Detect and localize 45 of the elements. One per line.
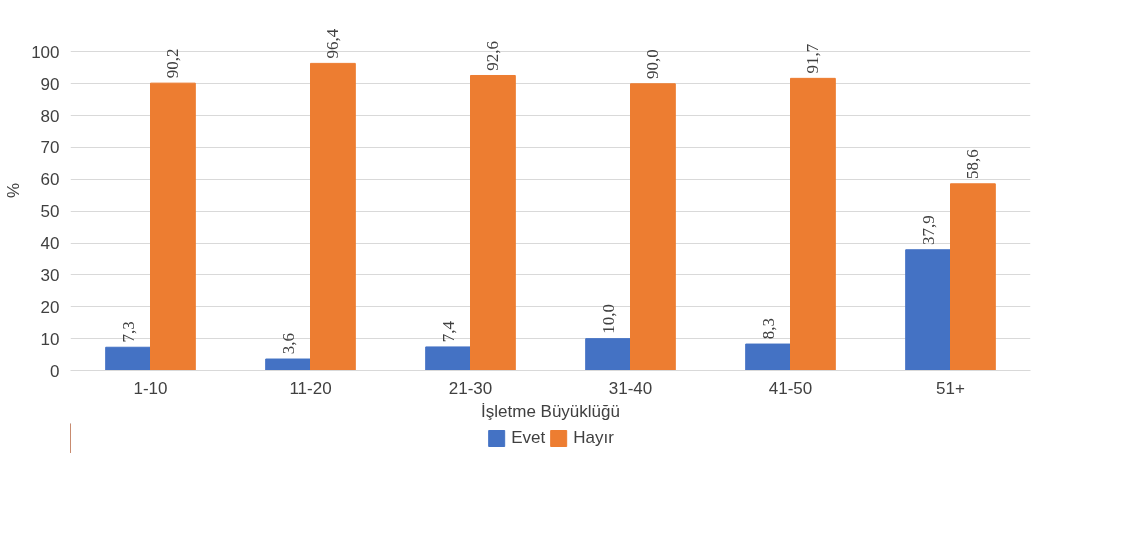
y-tick-label: 80 xyxy=(40,106,60,126)
data-label: 7,3 xyxy=(118,321,138,343)
bar xyxy=(470,74,516,371)
bar xyxy=(950,183,996,371)
data-label: 3,6 xyxy=(278,333,298,355)
y-tick-label: 60 xyxy=(40,170,60,190)
data-label: 90,2 xyxy=(163,48,183,79)
x-axis-title: İşletme Büyüklüğü xyxy=(481,401,620,421)
y-tick-label: 40 xyxy=(40,234,60,254)
x-tick-label: 11-20 xyxy=(289,378,332,398)
bar xyxy=(745,343,791,371)
bar xyxy=(265,358,311,371)
data-label: 91,7 xyxy=(803,43,823,74)
x-tick-label: 51+ xyxy=(936,378,965,398)
legend-label: Hayır xyxy=(573,428,614,448)
bar xyxy=(105,346,151,371)
bar xyxy=(585,338,631,371)
x-tick-label: 1-10 xyxy=(133,378,168,398)
data-label: 58,6 xyxy=(963,149,983,180)
data-label: 10,0 xyxy=(598,304,618,334)
x-tick-label: 41-50 xyxy=(768,378,813,398)
bar xyxy=(905,249,951,371)
legend-label: Evet xyxy=(511,428,546,448)
y-tick-label: 10 xyxy=(40,329,60,349)
y-tick-label: 30 xyxy=(40,265,60,285)
bar xyxy=(425,346,471,371)
y-tick-label: 70 xyxy=(40,138,60,158)
y-tick-label: 90 xyxy=(40,74,60,94)
data-label: 92,6 xyxy=(483,40,503,71)
x-tick-label: 31-40 xyxy=(608,378,653,398)
x-tick-label: 21-30 xyxy=(448,378,493,398)
data-label: 7,4 xyxy=(438,320,458,343)
bar xyxy=(630,83,676,371)
y-axis-title: % xyxy=(4,182,24,199)
bar xyxy=(150,82,196,371)
y-tick-label: 20 xyxy=(40,297,60,317)
y-tick-label: 50 xyxy=(40,202,60,222)
data-label: 8,3 xyxy=(758,318,778,340)
data-label: 96,4 xyxy=(323,28,343,59)
data-label: 90,0 xyxy=(643,49,663,79)
bar xyxy=(790,77,836,371)
y-tick-label: 100 xyxy=(31,42,60,62)
y-tick-label: 0 xyxy=(50,361,60,381)
data-label: 37,9 xyxy=(918,215,938,245)
bar xyxy=(310,62,356,371)
